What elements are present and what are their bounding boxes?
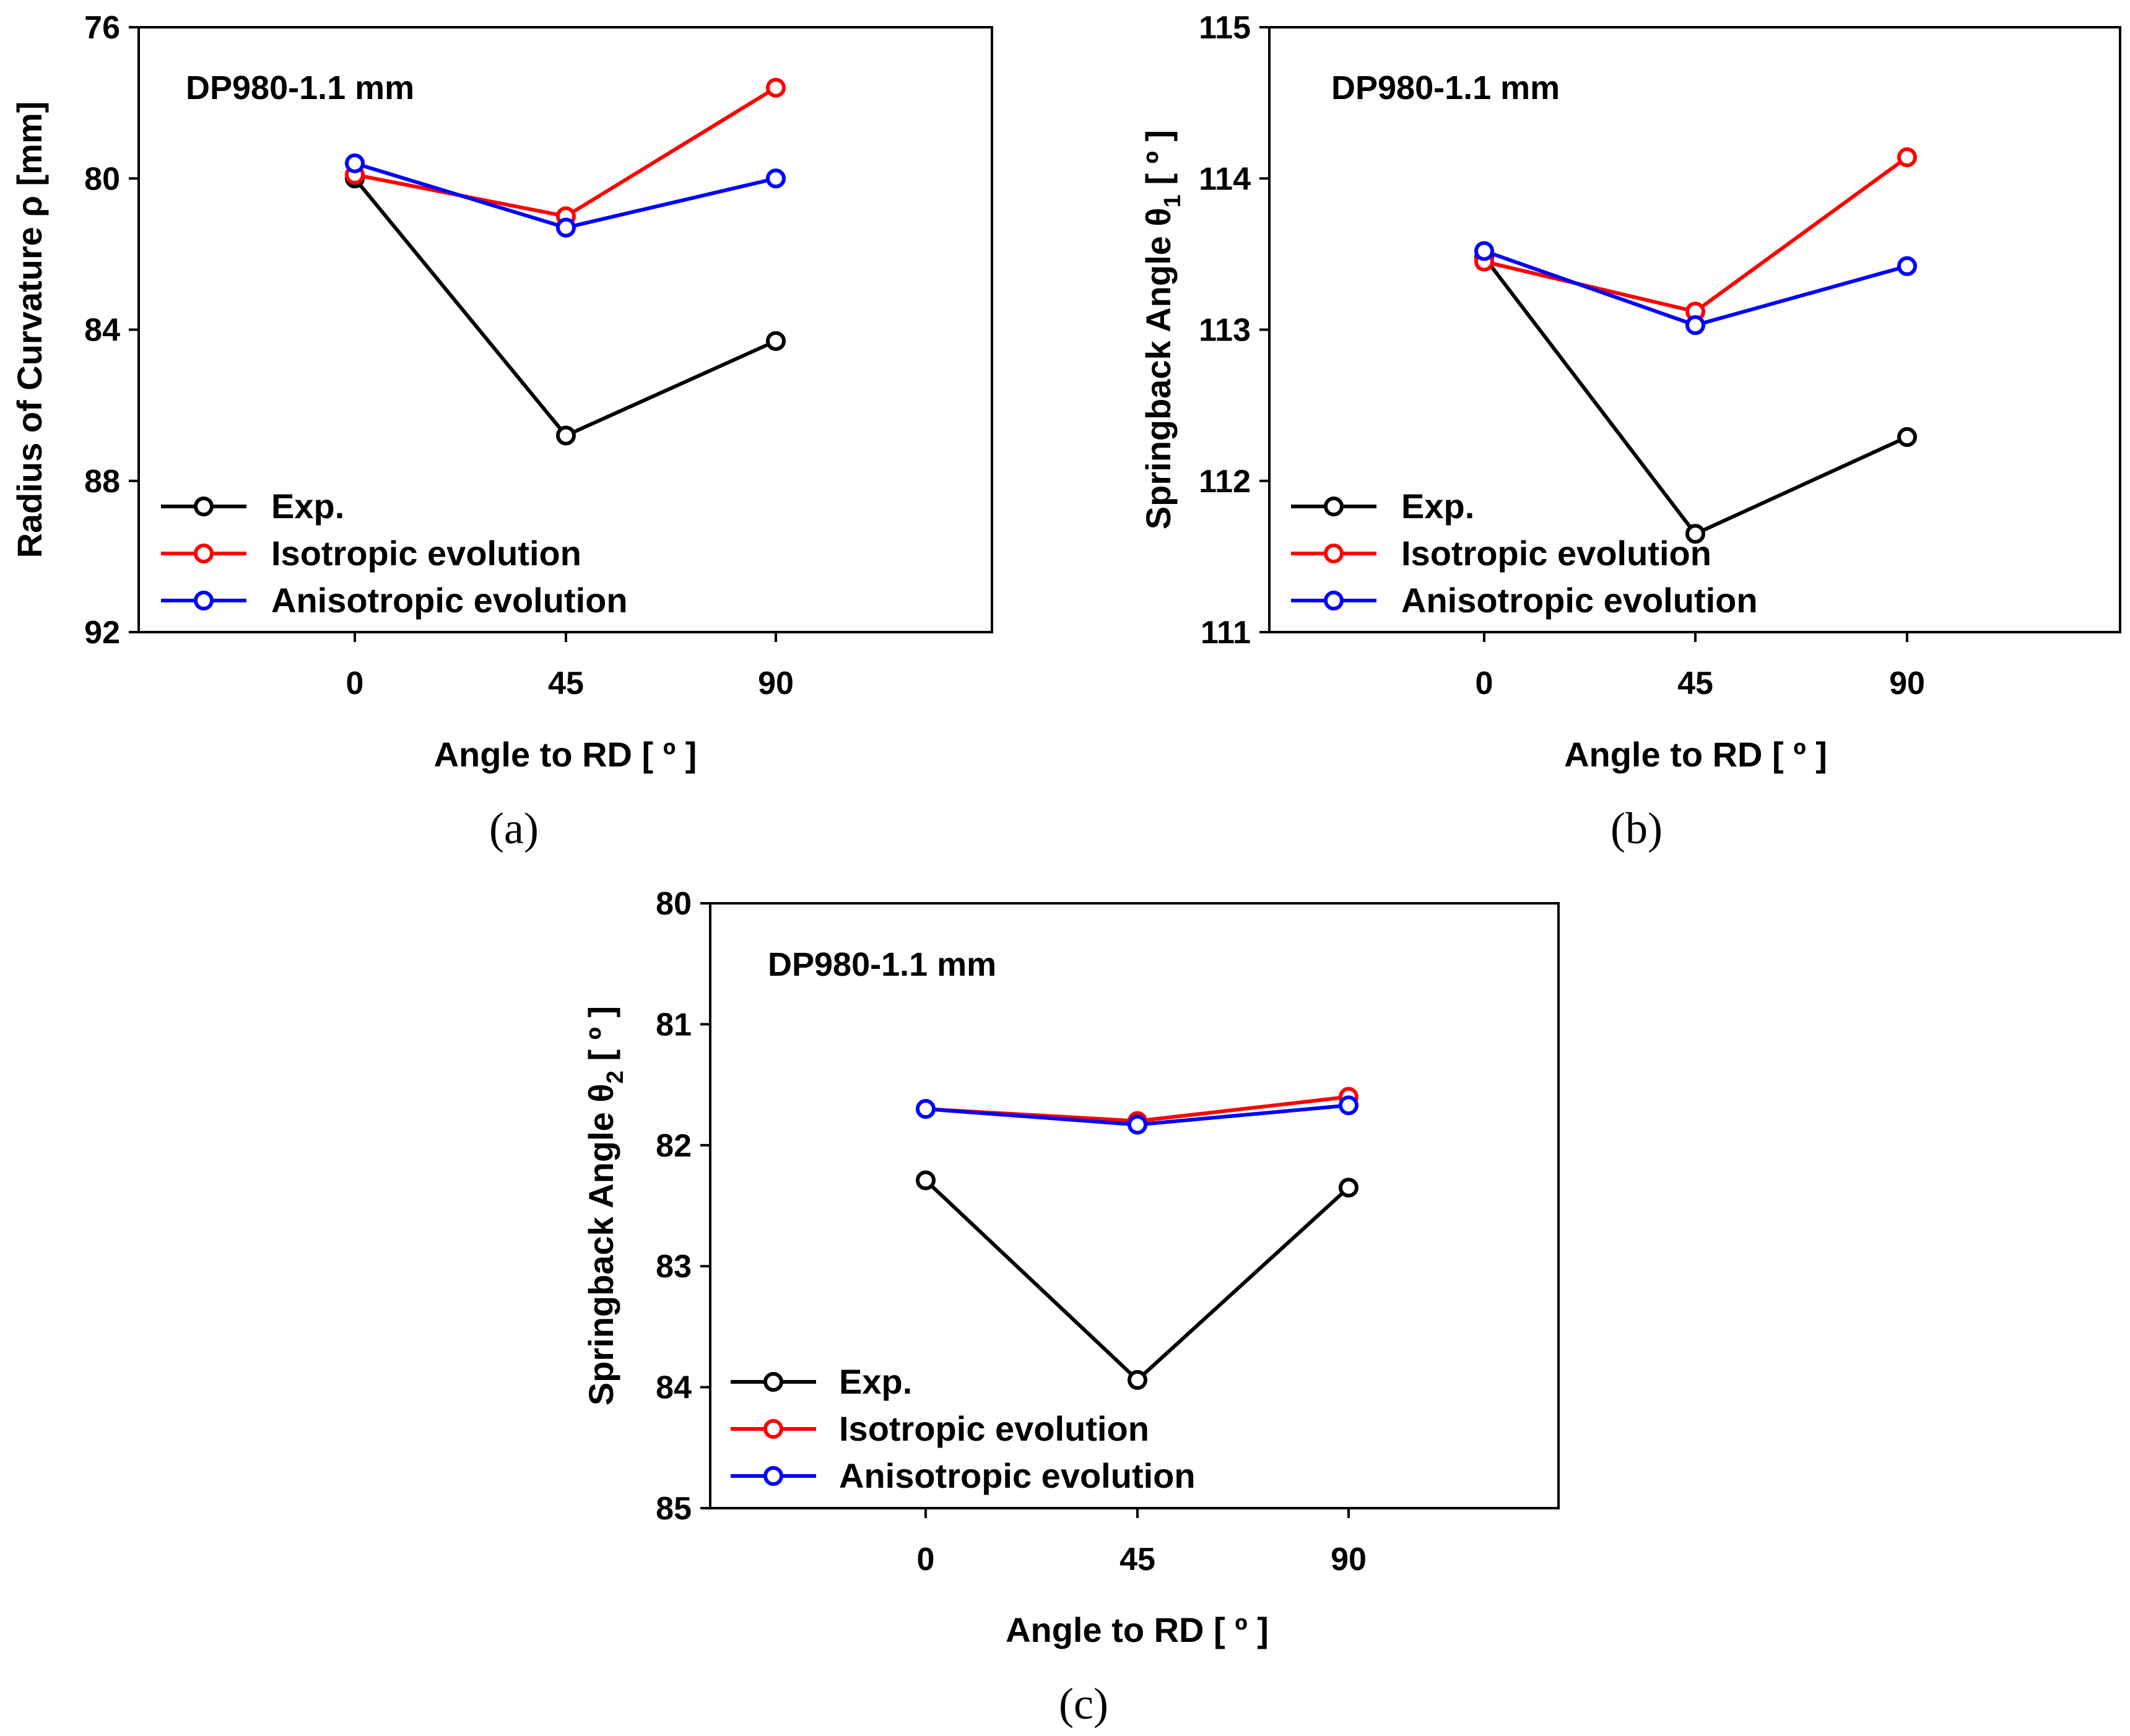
- series-exp: [916, 1170, 1358, 1390]
- data-point: [1128, 1114, 1147, 1135]
- data-point: [1897, 256, 1917, 276]
- y-tick-label: 80: [84, 161, 120, 197]
- legend-entry: Isotropic evolution: [839, 1409, 1149, 1448]
- data-point: [556, 425, 576, 446]
- series-line: [1482, 256, 1908, 536]
- legend-marker: [763, 1372, 783, 1392]
- legend-entry: Anisotropic evolution: [839, 1456, 1196, 1495]
- y-tick-label: 76: [84, 10, 120, 46]
- x-tick-label: 0: [1476, 666, 1493, 701]
- x-axis-label: Angle to RD [ º ]: [434, 735, 697, 774]
- y-tick-label: 113: [1199, 313, 1251, 349]
- y-tick-label: 115: [1199, 10, 1251, 46]
- y-axis-label: Springback Angle θ2 [ º ]: [581, 1006, 628, 1405]
- y-tick-label: 84: [656, 1370, 692, 1406]
- data-point: [766, 168, 786, 189]
- legend-entry: Isotropic evolution: [1401, 534, 1711, 573]
- chart-panel-c: 80 81 82 83 84 85 0 45 90 Angle to RD [ º ] Spring…: [581, 886, 1560, 1729]
- panel-caption: (a): [489, 804, 539, 853]
- y-axis-label: Springback Angle θ1 [ º ]: [1139, 130, 1186, 529]
- data-point: [1897, 147, 1917, 168]
- legend-entry: Exp.: [271, 487, 344, 526]
- data-point: [1897, 427, 1917, 447]
- x-axis-label: Angle to RD [ º ]: [1006, 1610, 1269, 1649]
- data-point: [345, 153, 365, 173]
- x-tick-label: 45: [1677, 666, 1713, 701]
- series-anisotropic-evolution: [1474, 241, 1917, 336]
- x-tick-label: 90: [1331, 1542, 1367, 1578]
- x-tick-label: 0: [917, 1542, 935, 1578]
- legend-entry: Anisotropic evolution: [1401, 581, 1758, 620]
- panel-title: DP980-1.1 mm: [768, 946, 996, 983]
- x-tick-label: 90: [758, 666, 794, 701]
- legend: Exp. Isotropic evolution Anisotropic evolu…: [161, 487, 628, 620]
- data-point: [1685, 524, 1705, 544]
- legend-marker: [1324, 544, 1344, 563]
- legend-marker: [763, 1419, 783, 1439]
- y-tick-label: 88: [84, 464, 120, 500]
- series-exp: [1474, 247, 1917, 544]
- y-tick-label: 83: [656, 1249, 692, 1285]
- panel-caption: (c): [1059, 1679, 1108, 1729]
- y-tick-label: 80: [656, 886, 692, 922]
- legend-marker: [1324, 497, 1344, 516]
- series-line: [1484, 155, 1908, 314]
- y-tick-label: 111: [1201, 615, 1251, 651]
- data-point: [1339, 1178, 1358, 1198]
- x-tick-label: 45: [548, 666, 584, 701]
- data-point: [556, 217, 576, 238]
- legend-marker: [194, 591, 214, 610]
- x-tick-label: 90: [1889, 666, 1925, 701]
- legend-entry: Exp.: [839, 1362, 912, 1401]
- data-point: [1339, 1095, 1358, 1116]
- x-tick-label: 0: [346, 666, 364, 701]
- panel-title: DP980-1.1 mm: [1331, 69, 1560, 106]
- y-axis-label: Radius of Curvature ρ [mm]: [10, 102, 49, 558]
- legend-marker: [194, 544, 214, 563]
- legend-marker: [194, 497, 214, 516]
- x-tick-label: 45: [1119, 1542, 1155, 1578]
- data-point: [766, 77, 786, 98]
- y-tick-label: 92: [84, 615, 120, 651]
- legend: Exp. Isotropic evolution Anisotropic evolu…: [731, 1362, 1196, 1495]
- panel-caption: (b): [1611, 804, 1663, 853]
- legend-entry: Anisotropic evolution: [271, 581, 628, 620]
- data-point: [916, 1170, 936, 1191]
- legend: Exp. Isotropic evolution Anisotropic evolu…: [1291, 487, 1758, 620]
- series-isotropic-evolution: [1474, 147, 1917, 322]
- legend-marker: [763, 1466, 783, 1486]
- y-tick-label: 114: [1199, 161, 1251, 197]
- y-tick-label: 82: [656, 1128, 692, 1164]
- data-point: [1685, 315, 1705, 336]
- data-point: [1474, 241, 1494, 261]
- y-tick-label: 84: [84, 313, 120, 349]
- chart-panel-b: 115 114 113 112 111 0 45 90 Angle to RD [ º ] Spr…: [1139, 10, 2121, 853]
- data-point: [1128, 1369, 1147, 1390]
- data-point: [766, 331, 786, 351]
- legend-entry: Isotropic evolution: [271, 534, 581, 573]
- plot-frame: [709, 902, 1560, 1509]
- legend-marker: [1324, 591, 1344, 610]
- y-tick-label: 81: [656, 1007, 692, 1043]
- series-line: [924, 1179, 1350, 1382]
- series-anisotropic-evolution: [345, 153, 786, 238]
- data-point: [916, 1099, 936, 1119]
- panel-title: DP980-1.1 mm: [186, 69, 414, 106]
- chart-panel-a: 76 80 84 88 92 0 45 90 Angle to RD [ º ] Radius o…: [10, 10, 993, 853]
- series-line: [354, 86, 777, 219]
- series-anisotropic-evolution: [916, 1095, 1358, 1135]
- legend-entry: Exp.: [1401, 487, 1474, 526]
- x-axis-label: Angle to RD [ º ]: [1564, 735, 1827, 774]
- y-tick-label: 112: [1199, 464, 1251, 500]
- y-tick-label: 85: [656, 1491, 692, 1527]
